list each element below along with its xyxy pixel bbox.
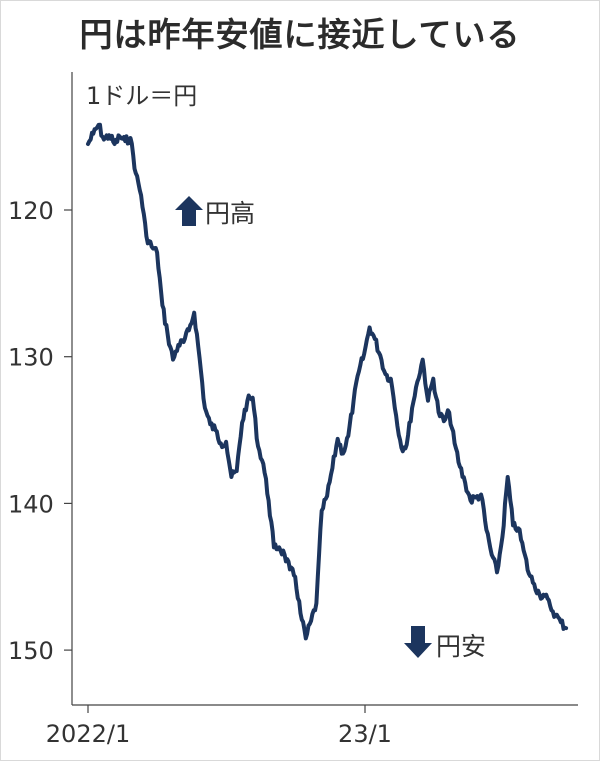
down-arrow-icon (404, 626, 432, 658)
y-tick-label: 130 (8, 344, 54, 372)
yen-strong-annotation: 円高 (175, 196, 255, 228)
y-tick-label: 140 (8, 490, 54, 518)
y-axis-unit-label: 1ドル＝円 (86, 82, 197, 110)
x-tick-label: 23/1 (338, 720, 392, 748)
y-tick-label: 120 (8, 197, 54, 225)
y-tick-label: 150 (8, 637, 54, 665)
x-tick-label: 2022/1 (46, 720, 130, 748)
y-ticks: 120 130 140 150 (8, 197, 72, 665)
chart-title: 円は昨年安値に接近している (79, 15, 521, 54)
up-arrow-icon (175, 196, 203, 226)
yen-strong-label: 円高 (205, 199, 255, 228)
yen-weak-annotation: 円安 (404, 626, 486, 661)
series-line (86, 122, 569, 641)
yen-weak-label: 円安 (436, 632, 486, 661)
x-ticks: 2022/1 23/1 (46, 705, 392, 748)
